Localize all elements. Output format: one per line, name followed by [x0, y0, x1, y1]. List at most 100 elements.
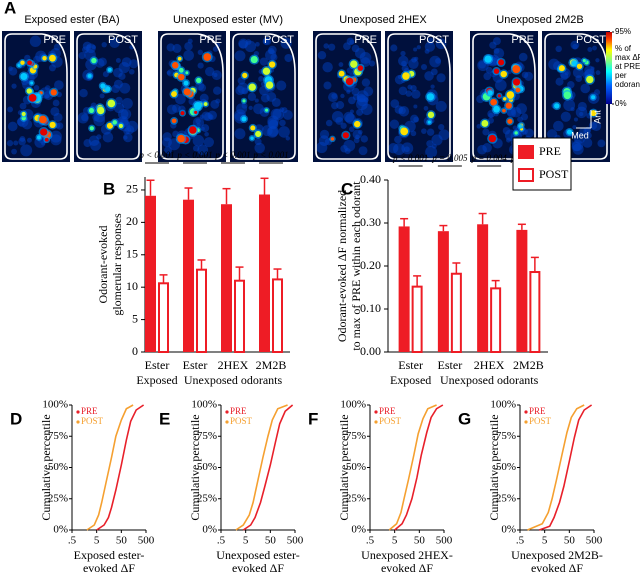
image-label: PRE [199, 34, 222, 46]
image-spot [26, 88, 32, 94]
image-noise [197, 144, 209, 156]
cdf-line [86, 404, 134, 531]
image-noise [255, 41, 260, 47]
x-tick-label: 2M2B [513, 358, 544, 372]
image-spot [590, 110, 597, 117]
y-axis-label: Odorant-evoked ΔF normalized [335, 190, 349, 342]
image-spot [488, 134, 497, 143]
image-noise [115, 57, 121, 63]
image-noise [413, 104, 418, 109]
image-noise [102, 71, 109, 78]
x-axis-label: evoked ΔF [381, 561, 433, 572]
y-axis-label: Cumulative percentile [188, 414, 202, 520]
cdf-line [394, 404, 444, 531]
image-spot [338, 70, 345, 77]
legend-label: PRE [539, 144, 561, 158]
x-tick-label: .5 [516, 535, 525, 547]
legend-marker [76, 410, 80, 414]
image-spot [507, 118, 513, 124]
image-spot [330, 137, 335, 141]
image-title: Unexposed ester (MV) [173, 14, 283, 26]
legend-label: POST [81, 416, 104, 426]
image-label: PRE [511, 34, 534, 46]
y-tick-label: 0% [202, 524, 217, 536]
image-noise [352, 129, 362, 139]
image-noise [323, 81, 332, 90]
bar [477, 224, 489, 352]
image-spot [250, 136, 254, 141]
image-spot [582, 58, 586, 63]
image-noise [346, 89, 351, 94]
group-label: Unexposed odorants [184, 373, 283, 387]
legend-marker [524, 420, 528, 424]
image-noise [263, 37, 272, 46]
image-noise [595, 58, 600, 63]
colorbar [606, 32, 612, 104]
y-tick-label: 50% [346, 461, 366, 473]
image-spot [27, 60, 32, 66]
legend-label: PRE [529, 406, 546, 416]
image-noise [575, 75, 583, 82]
image-spot [50, 89, 57, 96]
x-axis-label: evoked ΔF [232, 561, 284, 572]
image-noise [363, 86, 374, 97]
image-noise [390, 99, 400, 109]
image-spot [558, 65, 565, 72]
legend-marker [374, 410, 378, 414]
annotation: p = 0.004 [470, 153, 507, 163]
y-tick-label: 25% [197, 492, 217, 504]
image-noise [129, 59, 139, 69]
bar [196, 268, 207, 353]
bar [272, 278, 283, 353]
colorbar-label: per [615, 71, 627, 80]
panel-letter: C [341, 179, 353, 198]
x-tick-label: 500 [586, 535, 603, 547]
image-noise [113, 102, 125, 114]
image-noise [430, 84, 435, 89]
image-spot [20, 72, 28, 80]
x-axis-label: evoked ΔF [531, 561, 583, 572]
image-noise [572, 125, 577, 130]
panel-letter: B [103, 179, 115, 198]
image-noise [577, 101, 587, 112]
image-spot [39, 115, 47, 124]
image-noise [363, 97, 369, 103]
image-noise [477, 144, 487, 155]
image-noise [398, 106, 406, 115]
image-noise [52, 99, 60, 107]
image-noise [259, 57, 268, 66]
cdf-line [527, 404, 585, 531]
image-spot [262, 67, 271, 75]
image-noise [213, 86, 222, 95]
image-spot [512, 65, 521, 74]
image-spot [171, 118, 177, 124]
annotation: p < 0.001 [214, 150, 250, 160]
bar [437, 231, 449, 352]
cdf-line [388, 404, 437, 531]
x-axis-label: Unexposed ester- [216, 548, 299, 562]
image-noise [416, 45, 421, 50]
image-spot [342, 132, 349, 139]
image-spot [118, 123, 123, 128]
image-noise [429, 55, 442, 68]
image-noise [254, 98, 259, 103]
image-noise [424, 48, 430, 54]
legend-swatch [518, 145, 534, 159]
image-noise [121, 98, 133, 110]
image-noise [346, 67, 354, 74]
y-tick-label: 50% [197, 461, 217, 473]
image-noise [284, 53, 293, 63]
image-noise [493, 47, 505, 59]
x-tick-label: 5 [94, 535, 100, 547]
image-noise [343, 42, 351, 51]
colorbar-label: odorant [615, 80, 640, 89]
y-tick-label: 100% [340, 399, 366, 411]
x-tick-label: 500 [436, 535, 453, 547]
image-noise [369, 60, 376, 67]
x-tick-label: 5 [542, 535, 548, 547]
y-axis-label: to max of PRE within each odorant [349, 181, 363, 351]
compass-label: Med [571, 130, 589, 140]
image-spot [37, 135, 41, 140]
y-tick-label: 25% [496, 492, 516, 504]
image-noise [476, 124, 482, 129]
